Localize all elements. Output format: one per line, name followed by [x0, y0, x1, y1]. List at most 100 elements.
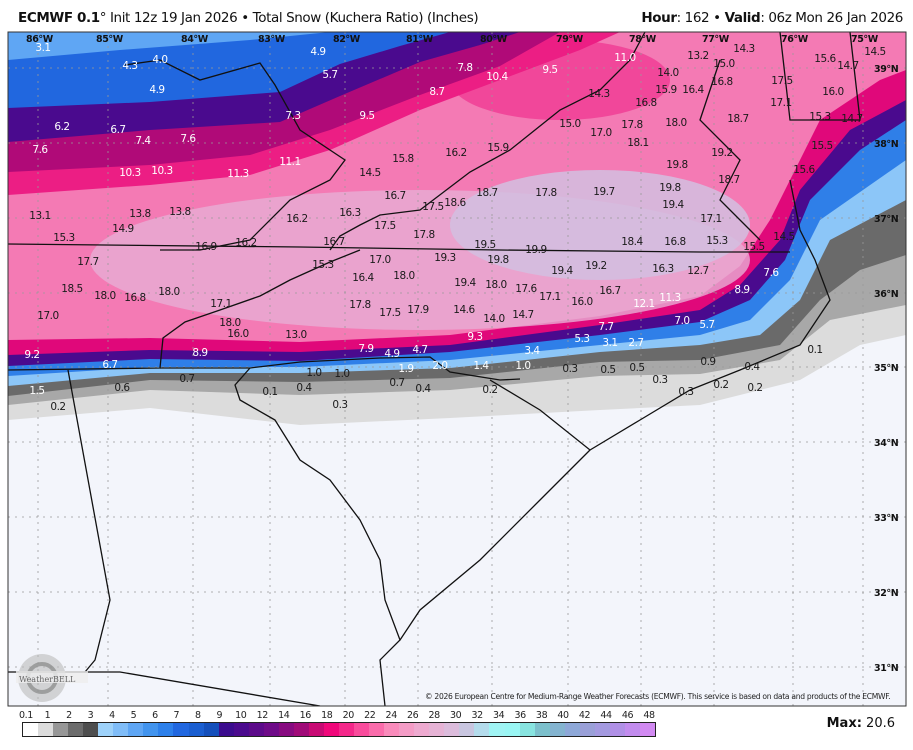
snow-value-label: 16.0 [822, 86, 843, 98]
snow-value-label: 16.0 [227, 328, 248, 340]
colorbar-swatch [53, 723, 69, 736]
colorbar-label: 44 [600, 710, 612, 721]
colorbar-label: 24 [385, 710, 398, 721]
degree-sign: ° [99, 10, 107, 26]
snow-value-label: 11.1 [279, 156, 300, 168]
colorbar-swatch [609, 723, 625, 736]
colorbar-swatch [639, 723, 655, 736]
snow-value-label: 1.0 [515, 360, 530, 372]
valid-time-info: Hour: 162 • Valid: 06z Mon 26 Jan 2026 [641, 10, 903, 26]
snow-value-label: 17.1 [210, 298, 231, 310]
snow-value-label: 8.9 [192, 347, 207, 359]
axis-ticks: 86°W 85°W 84°W 83°W 82°W 81°W 80°W 79°W 78°W 77°W… [26, 34, 899, 674]
snow-value-label: 16.7 [599, 285, 620, 297]
colorbar-label: 20 [342, 710, 355, 721]
snow-value-label: 0.6 [114, 382, 130, 394]
snow-value-label: 14.5 [864, 46, 885, 58]
snow-value-label: 16.2 [235, 237, 256, 249]
snowfall-band [8, 32, 330, 60]
snow-value-label: 18.1 [627, 137, 648, 149]
snow-value-label: 18.4 [621, 236, 643, 248]
max-value: Max: 20.6 [827, 716, 895, 731]
snow-value-label: 3.4 [524, 345, 540, 357]
colorbar-label: 9 [216, 710, 223, 721]
snow-value-label: 7.3 [285, 110, 300, 122]
colorbar-swatch [444, 723, 460, 736]
snow-value-label: 15.3 [706, 235, 727, 247]
colorbar-swatch [459, 723, 475, 736]
snow-value-label: 16.8 [124, 292, 145, 304]
colorbar-swatch [534, 723, 550, 736]
snow-value-label: 17.5 [374, 220, 395, 232]
snow-value-label: 11.0 [614, 52, 635, 64]
colorbar-label: 0.1 [19, 710, 33, 721]
snow-value-label: 16.0 [571, 296, 592, 308]
colorbar-swatch [128, 723, 144, 736]
colorbar-swatch [564, 723, 580, 736]
snow-value-label: 0.5 [600, 364, 615, 376]
snow-value-label: 17.7 [77, 256, 98, 268]
snow-value-label: 0.3 [652, 374, 667, 386]
snow-value-label: 17.8 [621, 119, 642, 131]
snow-value-label: 18.0 [158, 286, 179, 298]
colorbar-label: 18 [321, 710, 333, 721]
colorbar-swatch [38, 723, 54, 736]
snow-value-label: 19.9 [525, 244, 546, 256]
snow-value-label: 17.6 [515, 283, 537, 295]
snow-value-label: 3.1 [35, 42, 50, 54]
snow-value-label: 15.0 [559, 118, 580, 130]
snow-value-label: 17.9 [407, 304, 428, 316]
snow-value-label: 1.0 [334, 368, 349, 380]
colorbar-swatch [23, 723, 39, 736]
snow-value-label: 19.2 [585, 260, 606, 272]
snow-value-label: 14.7 [512, 309, 533, 321]
snow-value-label: 10.3 [151, 165, 172, 177]
snow-value-label: 0.7 [389, 377, 404, 389]
snow-value-label: 12.1 [633, 298, 654, 310]
colorbar-swatch [369, 723, 385, 736]
snow-value-label: 10.4 [486, 71, 508, 83]
colorbar-label: 2 [66, 710, 72, 721]
latitude-label: 34°N [874, 438, 899, 449]
snow-value-label: 16.8 [635, 97, 656, 109]
snow-value-label: 18.7 [727, 113, 748, 125]
snow-value-label: 5.3 [574, 333, 589, 345]
snow-value-label: 19.4 [662, 199, 684, 211]
snow-value-label: 17.8 [349, 299, 370, 311]
copyright-notice: © 2026 European Centre for Medium-Range … [425, 692, 891, 701]
snow-value-label: 3.1 [602, 337, 617, 349]
snow-value-label: 12.7 [687, 265, 708, 277]
snow-value-label: 7.6 [180, 133, 196, 145]
longitude-label: 82°W [333, 34, 361, 45]
colorbar-swatch [188, 723, 204, 736]
colorbar-label: 5 [130, 710, 137, 721]
colorbar-swatch [594, 723, 610, 736]
colorbar-swatch [263, 723, 279, 736]
snow-value-label: 18.0 [665, 117, 686, 129]
snow-value-label: 14.5 [359, 167, 380, 179]
snow-value-label: 4.7 [412, 344, 427, 356]
snow-value-label: 9.3 [467, 331, 482, 343]
snow-value-label: 2.0 [432, 360, 447, 372]
colorbar-label: 12 [256, 710, 269, 721]
snow-value-label: 19.3 [434, 252, 455, 264]
snow-value-label: 7.9 [358, 343, 373, 355]
snow-value-label: 17.5 [422, 201, 443, 213]
snow-value-label: 13.0 [285, 329, 306, 341]
colorbar-label: 14 [278, 710, 290, 721]
colorbar-swatch [308, 723, 324, 736]
snow-value-label: 14.7 [837, 60, 858, 72]
colorbar-label: 8 [195, 710, 201, 721]
snow-value-label: 15.9 [487, 142, 508, 154]
snow-value-label: 1.5 [29, 385, 44, 397]
colorbar-label: 10 [235, 710, 247, 721]
colorbar-swatch [354, 723, 370, 736]
colorbar-label: 46 [621, 710, 634, 721]
snow-value-label: 0.1 [807, 344, 822, 356]
snow-value-label: 14.6 [453, 304, 475, 316]
colorbar-swatch [519, 723, 535, 736]
snow-value-label: 0.4 [296, 382, 312, 394]
colorbar-label: 34 [492, 710, 505, 721]
colorbar-swatch [173, 723, 189, 736]
colorbar-swatch [579, 723, 595, 736]
